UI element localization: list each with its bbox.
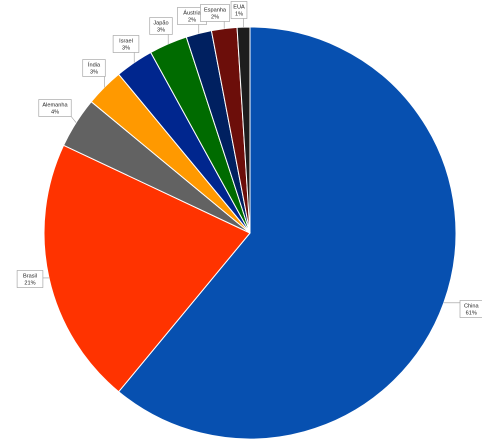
- data-label-box: [38, 99, 72, 117]
- data-label-percent: 2%: [211, 15, 219, 21]
- data-label-percent: 2%: [188, 18, 196, 24]
- data-label-box: [112, 35, 140, 53]
- data-label-name: China: [464, 304, 480, 310]
- data-label-box: [459, 300, 482, 318]
- data-label-percent: 4%: [51, 110, 59, 116]
- data-label-name: Israel: [119, 39, 133, 45]
- data-label-name: Alemanha: [42, 103, 68, 109]
- data-label-name: Japão: [153, 21, 168, 27]
- data-label-box: [230, 1, 248, 19]
- data-label-percent: 61%: [466, 311, 477, 317]
- leader-line: [70, 116, 77, 123]
- data-label-percent: 1%: [235, 12, 243, 18]
- data-label-box: [149, 17, 173, 35]
- data-label-box: [82, 59, 106, 77]
- data-label-name: Áustria: [183, 10, 201, 17]
- data-label-percent: 21%: [24, 281, 35, 287]
- data-label-name: Índia: [88, 62, 101, 69]
- pie-slice-brasil: [43, 144, 251, 393]
- data-label-name: Espanha: [204, 8, 227, 14]
- data-label-percent: 3%: [122, 46, 130, 52]
- data-label-box: [16, 270, 44, 288]
- data-label-name: Brasil: [23, 274, 37, 280]
- pie-slice-china: [117, 26, 457, 440]
- labels-layer: China61%Brasil21%Alemanha4%Índia3%Israel…: [16, 1, 482, 318]
- slices-layer: [43, 26, 457, 440]
- data-label-box: [200, 4, 230, 22]
- data-label-percent: 3%: [157, 28, 165, 34]
- data-label-percent: 3%: [90, 70, 98, 76]
- data-label-name: EUA: [233, 5, 245, 11]
